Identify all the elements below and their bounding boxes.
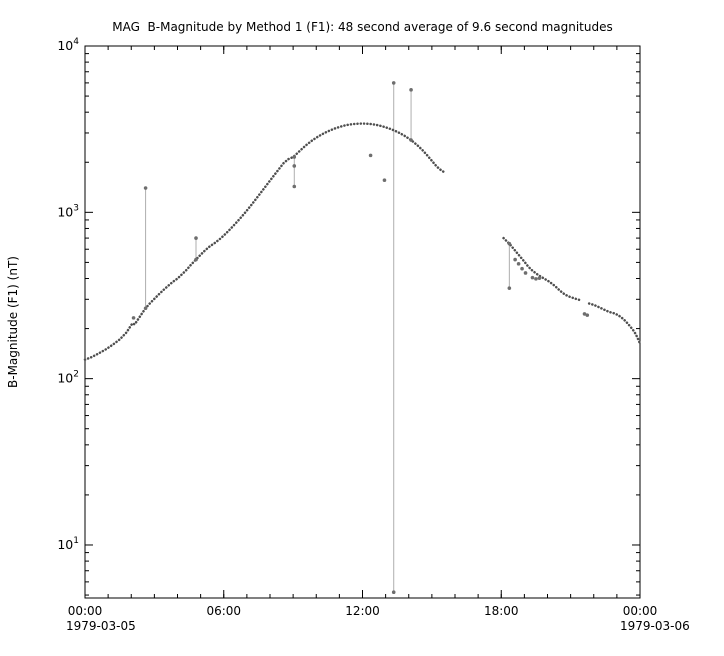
- data-points: [131, 81, 590, 595]
- outlier-point: [537, 276, 542, 280]
- spike-end-point: [143, 186, 148, 190]
- x-axis-date-right: 1979-03-06: [620, 619, 690, 633]
- plot-frame: [84, 45, 641, 599]
- outlier-point: [513, 257, 517, 262]
- spike-end-point: [507, 241, 512, 246]
- x-tick-label: 00:00: [623, 604, 658, 618]
- spike-end-point: [194, 257, 198, 262]
- x-tick-label: 06:00: [206, 604, 241, 618]
- x-tick-label: 12:00: [345, 604, 380, 618]
- spike-end-point: [409, 88, 413, 92]
- x-axis-date-left: 1979-03-05: [66, 619, 136, 633]
- outlier-point: [131, 316, 136, 320]
- spike-end-point: [292, 155, 297, 159]
- plot-title: MAG B-Magnitude by Method 1 (F1): 48 sec…: [112, 20, 613, 34]
- data-curve: [83, 122, 642, 361]
- outlier-point: [520, 266, 524, 271]
- tick-labels: 00:00 06:00 12:00 18:00 00:00 101 102 103 104: [57, 37, 657, 618]
- spike-end-point: [292, 184, 297, 189]
- curve-segment: [587, 302, 642, 346]
- y-tick-label: 102: [57, 370, 79, 386]
- outlier-point: [585, 313, 590, 317]
- y-tick-label: 104: [57, 37, 79, 53]
- y-tick-label: 101: [57, 536, 79, 552]
- spike-end-point: [143, 306, 148, 311]
- outlier-point: [582, 312, 587, 316]
- spike-end-point: [409, 138, 413, 142]
- outlier-point: [516, 262, 521, 266]
- axes: [84, 45, 641, 599]
- x-tick-label: 18:00: [484, 604, 519, 618]
- outlier-point: [530, 275, 535, 280]
- outlier-point: [368, 153, 373, 158]
- spike-end-point: [194, 236, 198, 240]
- outlier-point: [523, 271, 528, 275]
- x-tick-label: 00:00: [68, 604, 103, 618]
- outlier-point: [292, 164, 297, 168]
- curve-segment: [502, 236, 582, 302]
- curve-segment: [83, 122, 447, 361]
- outlier-point: [534, 277, 538, 281]
- spike-end-point: [507, 286, 512, 290]
- spike-end-point: [391, 81, 396, 85]
- spike-end-point: [391, 590, 396, 595]
- y-tick-label: 103: [57, 203, 79, 219]
- spike-lines: [145, 82, 510, 593]
- outlier-point: [382, 178, 387, 183]
